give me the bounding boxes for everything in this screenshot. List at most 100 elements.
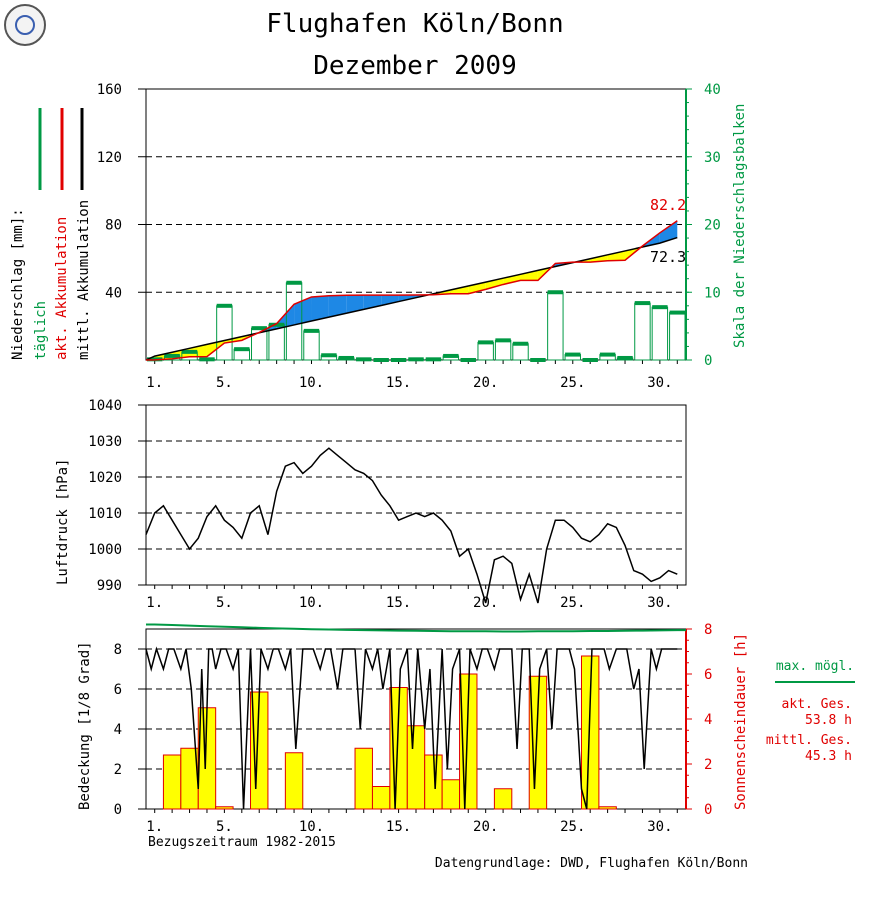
precip-ytick-right: 20: [704, 218, 721, 234]
precip-ytick-right: 40: [704, 82, 721, 98]
cloud-ytick: 6: [114, 682, 122, 698]
precip-ytick-right: 30: [704, 150, 721, 166]
daily-precip-cap: [338, 355, 355, 360]
accumulation-fill: [311, 295, 329, 322]
accumulation-fill: [346, 295, 364, 314]
accumulation-fill: [659, 220, 678, 244]
daily-precip-cap: [530, 358, 546, 362]
legend-actual-label: akt. Akkumulation: [54, 217, 70, 360]
precip-right-ylabel: Skala der Niederschlagsbalken: [732, 104, 748, 348]
sunshine-ytick: 8: [704, 622, 712, 638]
mean-total-label: 72.3: [650, 248, 686, 266]
actual-accumulation-line: [145, 220, 678, 361]
pressure-xtick: 10.: [299, 595, 324, 611]
precip-ytick-left: 160: [97, 82, 122, 98]
daily-precip-cap: [495, 338, 511, 343]
daily-precip-cap: [512, 341, 529, 346]
daily-precip-cap: [408, 357, 424, 362]
sunshine-ytick: 2: [704, 757, 712, 773]
legend-max-label: max. mögl.: [776, 659, 854, 674]
precip-xtick: 25.: [560, 375, 585, 391]
sunshine-ytick: 4: [704, 712, 712, 728]
precip-ytick-left: 120: [97, 150, 122, 166]
sunshine-bar: [371, 786, 391, 810]
sunshine-ytick: 6: [704, 667, 712, 683]
daily-precip-cap: [460, 358, 476, 362]
daily-precip-cap: [669, 310, 685, 315]
legend-mean-label: mittl. Akkumulation: [76, 200, 92, 360]
cloud-cover-line: [145, 646, 678, 810]
pressure-xtick: 5.: [216, 595, 233, 611]
daily-precip-cap: [634, 301, 651, 306]
daily-precip-bar: [477, 341, 494, 361]
cloud-ytick: 8: [114, 642, 122, 658]
sunshine-xtick: 5.: [216, 819, 233, 835]
accumulation-fill: [276, 304, 295, 329]
sunshine-bar: [354, 747, 373, 810]
pressure-xtick: 1.: [146, 595, 163, 611]
sunshine-ytick: 0: [704, 802, 712, 818]
cloud-ytick: 2: [114, 762, 122, 778]
sunshine-xtick: 20.: [473, 819, 498, 835]
actual-total-label: 82.2: [650, 196, 686, 214]
daily-precip-cap: [234, 347, 250, 352]
sunshine-bar: [598, 806, 617, 810]
daily-precip-bar: [494, 339, 512, 361]
daily-precip-bar: [216, 305, 233, 361]
pressure-ytick: 990: [97, 578, 122, 594]
daily-precip-cap: [425, 357, 442, 362]
daily-precip-cap: [321, 353, 337, 358]
daily-precip-bar: [669, 312, 686, 361]
daily-precip-cap: [477, 340, 494, 345]
pressure-xtick: 25.: [560, 595, 585, 611]
precip-ytick-left: 80: [105, 218, 122, 234]
precip-xtick: 10.: [299, 375, 324, 391]
pressure-xtick: 30.: [647, 595, 672, 611]
daily-precip-cap: [356, 357, 372, 362]
logo-seal: [4, 4, 46, 46]
daily-precip-bar: [547, 291, 564, 361]
daily-precip-cap: [199, 357, 215, 362]
daily-precip-cap: [599, 352, 616, 357]
legend-act-value: 53.8 h: [805, 713, 852, 728]
precip-xtick: 30.: [647, 375, 672, 391]
daily-precip-cap: [164, 353, 180, 358]
legend-mean-label: mittl. Ges.: [766, 733, 852, 748]
precip-ylabel: Niederschlag [mm]:: [10, 208, 26, 360]
daily-precip-cap: [251, 326, 267, 331]
cloud-ytick: 0: [114, 802, 122, 818]
accumulation-fill: [328, 295, 347, 318]
precip-panel: 40 80 120 160 0 10 20 30 40 1. 5. 10. 15. 20. 25. 30. 82…: [97, 82, 721, 391]
sunshine-xtick: 30.: [647, 819, 672, 835]
accumulation-fill: [294, 296, 312, 325]
precip-ytick-right: 10: [704, 285, 721, 301]
accumulation-fill: [520, 270, 538, 281]
daily-precip-bar: [634, 302, 651, 361]
precip-ytick-right: 0: [704, 353, 712, 369]
cloud-ytick: 4: [114, 722, 122, 738]
daily-precip-cap: [565, 352, 581, 357]
daily-precip-cap: [373, 358, 389, 362]
daily-precip-bar: [651, 306, 669, 361]
accumulation-fill: [503, 274, 521, 285]
daily-precip-cap: [617, 355, 633, 360]
daily-precip-cap: [582, 358, 598, 362]
sunshine-bar: [493, 788, 513, 810]
sunshine-xtick: 1.: [146, 819, 163, 835]
pressure-ytick: 1040: [88, 398, 122, 414]
sunshine-xtick: 25.: [560, 819, 585, 835]
chart-subtitle: Dezember 2009: [313, 51, 517, 81]
sunshine-bar: [441, 779, 461, 810]
daily-precip-cap: [303, 328, 320, 333]
sunshine-bar: [162, 754, 182, 810]
pressure-ytick: 1020: [88, 470, 122, 486]
daily-precip-cap: [390, 358, 407, 362]
accumulation-fill: [590, 254, 608, 263]
max-sunshine-line: [146, 623, 686, 633]
accumulation-fill: [607, 250, 626, 261]
precip-legend: Niederschlag [mm]: täglich akt. Akkumula…: [10, 108, 92, 360]
reference-period: Bezugszeitraum 1982-2015: [148, 835, 336, 850]
pressure-line: [145, 447, 678, 604]
